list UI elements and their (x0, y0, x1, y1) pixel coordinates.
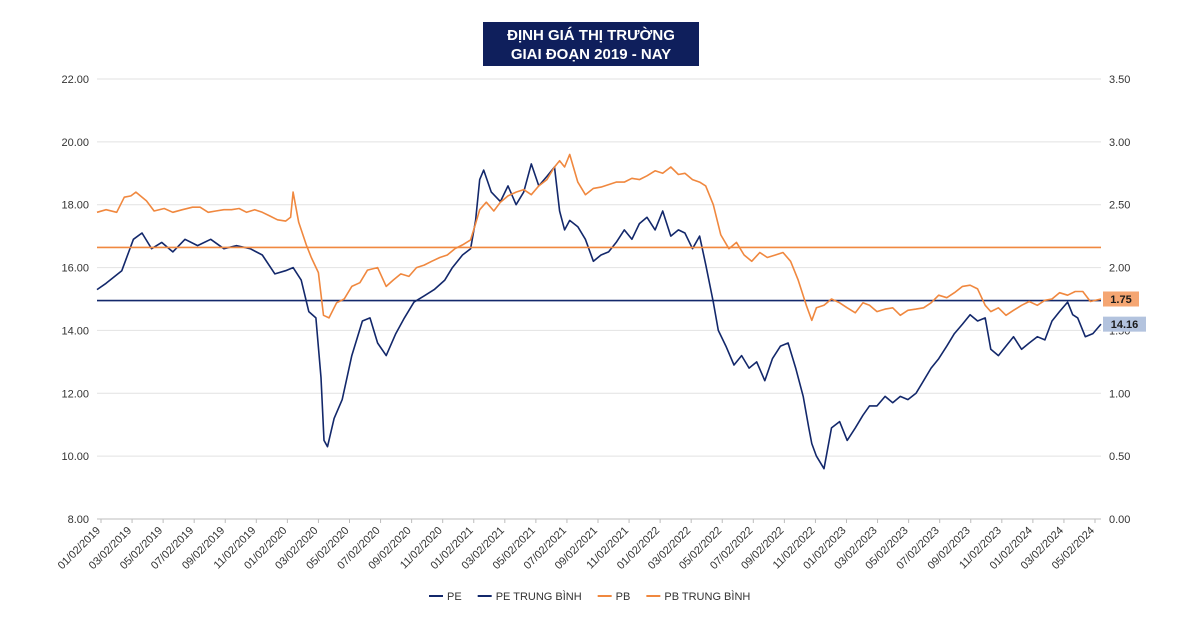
title-line-1: ĐỊNH GIÁ THỊ TRƯỜNG (507, 26, 675, 44)
y-left-tick-label: 12.00 (61, 388, 89, 400)
title-background (483, 22, 699, 66)
y-right-tick-label: 0.50 (1109, 451, 1130, 463)
legend-item: PE TRUNG BÌNH (477, 590, 582, 603)
legend-label: PB (616, 591, 631, 603)
legend-item: PB (597, 591, 631, 603)
legend: PE PE TRUNG BÌNH PB PB TRUNG BÌNH (429, 590, 750, 603)
gridlines (97, 78, 1101, 523)
legend-item: PB TRUNG BÌNH (646, 590, 750, 603)
badge-label: 14.16 (1111, 319, 1139, 331)
y-axis-left-labels: 8.00 10.00 12.00 14.00 16.00 18.00 20.00 22.00 (61, 74, 89, 526)
y-right-tick-label: 0.00 (1109, 514, 1130, 526)
y-right-tick-label: 3.50 (1109, 74, 1130, 86)
y-left-tick-label: 8.00 (68, 514, 89, 526)
y-left-tick-label: 10.00 (61, 451, 89, 463)
y-left-tick-label: 14.00 (61, 325, 89, 337)
pe-series-line (96, 163, 1102, 470)
badge-label: 1.75 (1110, 294, 1131, 306)
y-left-tick-label: 20.00 (61, 137, 89, 149)
value-badge: 14.16 (1103, 316, 1146, 332)
y-right-tick-label: 2.00 (1109, 263, 1130, 275)
y-right-tick-label: 1.00 (1109, 388, 1130, 400)
legend-label: PE TRUNG BÌNH (496, 590, 582, 603)
legend-label: PB TRUNG BÌNH (664, 590, 750, 603)
y-left-tick-label: 18.00 (61, 200, 89, 212)
badge-background (1103, 316, 1146, 332)
title-line-2: GIAI ĐOẠN 2019 - NAY (511, 46, 671, 63)
chart-title: ĐỊNH GIÁ THỊ TRƯỜNG GIAI ĐOẠN 2019 - NAY (483, 22, 699, 66)
series-lines (96, 153, 1102, 470)
legend-label: PE (447, 591, 462, 603)
y-left-tick-label: 16.00 (61, 263, 89, 275)
pb-series-line (96, 153, 1102, 322)
badge-background (1103, 291, 1139, 307)
y-right-tick-label: 2.50 (1109, 200, 1130, 212)
y-left-tick-label: 22.00 (61, 74, 89, 86)
x-axis-labels: 01/02/201903/02/201905/02/201907/02/2019… (56, 525, 1097, 572)
value-badge: 1.75 (1103, 291, 1139, 307)
y-right-tick-label: 3.00 (1109, 137, 1130, 149)
value-badges: 1.75 14.16 (1103, 291, 1146, 332)
legend-item: PE (429, 591, 462, 603)
